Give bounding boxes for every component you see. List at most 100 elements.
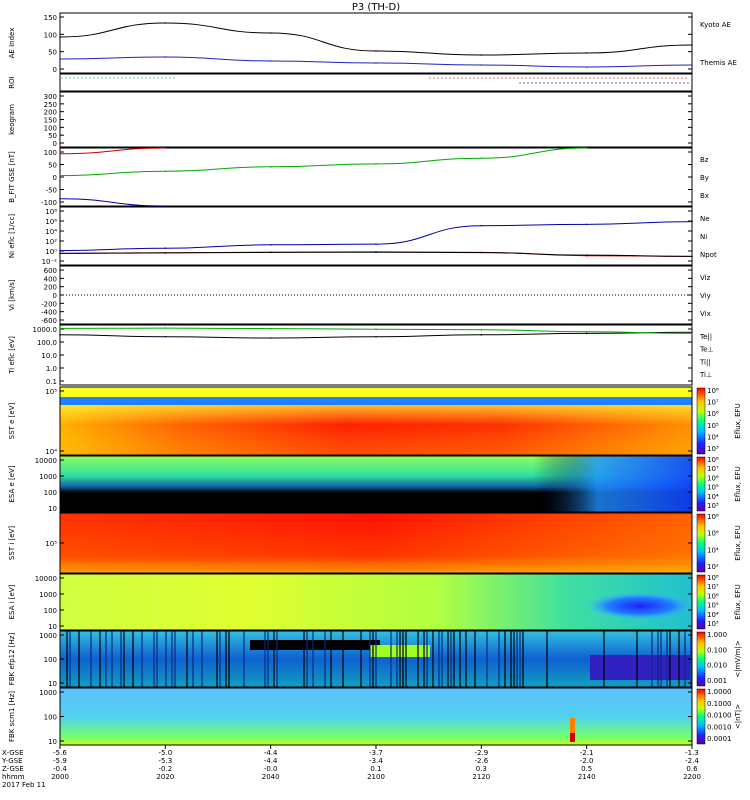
y-tick-label: 10⁻² (42, 258, 58, 266)
x-tick-label: -5.0 (158, 749, 172, 757)
roi-dot (667, 82, 669, 84)
roi-dot (73, 77, 75, 79)
data-point (59, 327, 61, 330)
y-tick-label: 10000 (35, 575, 57, 583)
roi-dot (597, 77, 599, 79)
roi-dot (631, 82, 633, 84)
roi-dot (537, 77, 539, 79)
roi-dot (613, 77, 615, 79)
x-tick-label: -0.4 (53, 765, 67, 773)
roi-dot (573, 77, 575, 79)
data-point (269, 251, 272, 254)
y-tick-label: 50 (48, 162, 57, 170)
roi-dot (569, 77, 571, 79)
series-line-npot (59, 221, 693, 252)
roi-dot (547, 82, 549, 84)
x-tick-label: -3.4 (369, 757, 383, 765)
panel-ylabel: Ni eflc [1/cc] (8, 214, 16, 258)
y-tick-label: 1000 (39, 632, 57, 640)
data-point (164, 247, 167, 249)
y-tick-label: 300 (44, 93, 57, 101)
y-tick-label: 10000 (35, 457, 57, 465)
x-tick-label: -2.0 (580, 757, 594, 765)
roi-dot (647, 82, 649, 84)
roi-dot (561, 77, 563, 79)
panel-ylabel: AE Index (8, 28, 16, 59)
y-tick-label: 250 (44, 101, 57, 109)
legend-entry: Themis AE (699, 59, 737, 67)
panel-frame (59, 12, 693, 74)
y-tick-label: 50 (48, 132, 57, 140)
x-tick-label: 0.3 (476, 765, 487, 773)
roi-dot (109, 77, 111, 79)
colorbar-gradient (696, 387, 706, 455)
chart-title: P3 (TH-D) (352, 2, 400, 13)
roi-dot (485, 77, 487, 79)
legend-entry: Ne (700, 215, 710, 223)
roi-dot (489, 77, 491, 79)
y-tick-label: 10 (48, 738, 57, 746)
data-point (269, 244, 272, 246)
data-point (59, 153, 61, 155)
x-tick-label: 2020 (156, 773, 174, 781)
roi-dot (675, 82, 677, 84)
roi-dot (545, 77, 547, 79)
y-tick-label: 10⁴ (45, 448, 57, 456)
roi-dot (445, 77, 447, 79)
colorbar: 1.0000 0.1000 0.0100 0.0010 0.0001<|nT|> (696, 688, 742, 745)
data-point (164, 147, 167, 149)
legend-entry: Te|| (699, 333, 712, 341)
data-point (585, 147, 588, 149)
colorbar-tick-label: 10⁸ (707, 456, 719, 464)
roi-dot (585, 77, 587, 79)
y-tick-label: 10⁰ (45, 248, 57, 256)
legend-entry: Npot (700, 251, 717, 259)
roi-dot (611, 82, 613, 84)
roi-dot (497, 77, 499, 79)
panel-frame (59, 91, 693, 148)
x-tick-label: 0.6 (686, 765, 698, 773)
roi-dot (173, 77, 175, 79)
roi-dot (157, 77, 159, 79)
panel-ylabel: Ti eflc [eV] (8, 336, 16, 375)
roi-dot (581, 77, 583, 79)
x-tick-label: 0.1 (370, 765, 381, 773)
panel-ylabel: SST e [eV] (8, 402, 16, 439)
roi-dot (607, 82, 609, 84)
roi-dot (637, 77, 639, 79)
colorbar-tick-label: 10⁵ (707, 422, 719, 430)
roi-dot (601, 77, 603, 79)
legend-entry: Kyoto AE (700, 21, 731, 29)
roi-dot (603, 82, 605, 84)
esa-ion-spectrogram (60, 574, 695, 630)
roi-dot (587, 82, 589, 84)
y-tick-label: 10⁵ (45, 540, 57, 548)
data-point (375, 328, 377, 330)
y-tick-label: 10⁴ (45, 228, 57, 236)
roi-dot (501, 77, 503, 79)
roi-dot (93, 77, 95, 79)
roi-dot (663, 82, 665, 84)
time-axis-row-label: hhmm (2, 773, 25, 781)
data-point (375, 62, 377, 64)
roi-dot (673, 77, 675, 79)
roi-dot (81, 77, 83, 79)
y-tick-label: 100 (44, 607, 57, 615)
esa-electron-spectrogram (60, 456, 692, 512)
panel-ylabel: SST i [eV] (8, 526, 16, 560)
data-point (269, 166, 272, 168)
roi-dot (567, 82, 569, 84)
colorbar: 10⁸ 10⁶ 10⁴ 10² Eflux, EFU (696, 513, 742, 573)
y-tick-label: -600 (41, 317, 57, 325)
panel-sst_i: SST i [eV] 10⁵ (8, 512, 693, 574)
roi-dot (649, 77, 651, 79)
data-point (691, 220, 693, 223)
roi-dot (635, 82, 637, 84)
roi-dot (643, 82, 645, 84)
panel-ni: Ni eflc [1/cc] 10⁸ 10⁶ 10⁴ 10² 10⁰ 10⁻² Ne Ni Npo… (8, 206, 717, 266)
y-tick-label: 10⁶ (45, 218, 57, 226)
roi-dot (619, 82, 621, 84)
